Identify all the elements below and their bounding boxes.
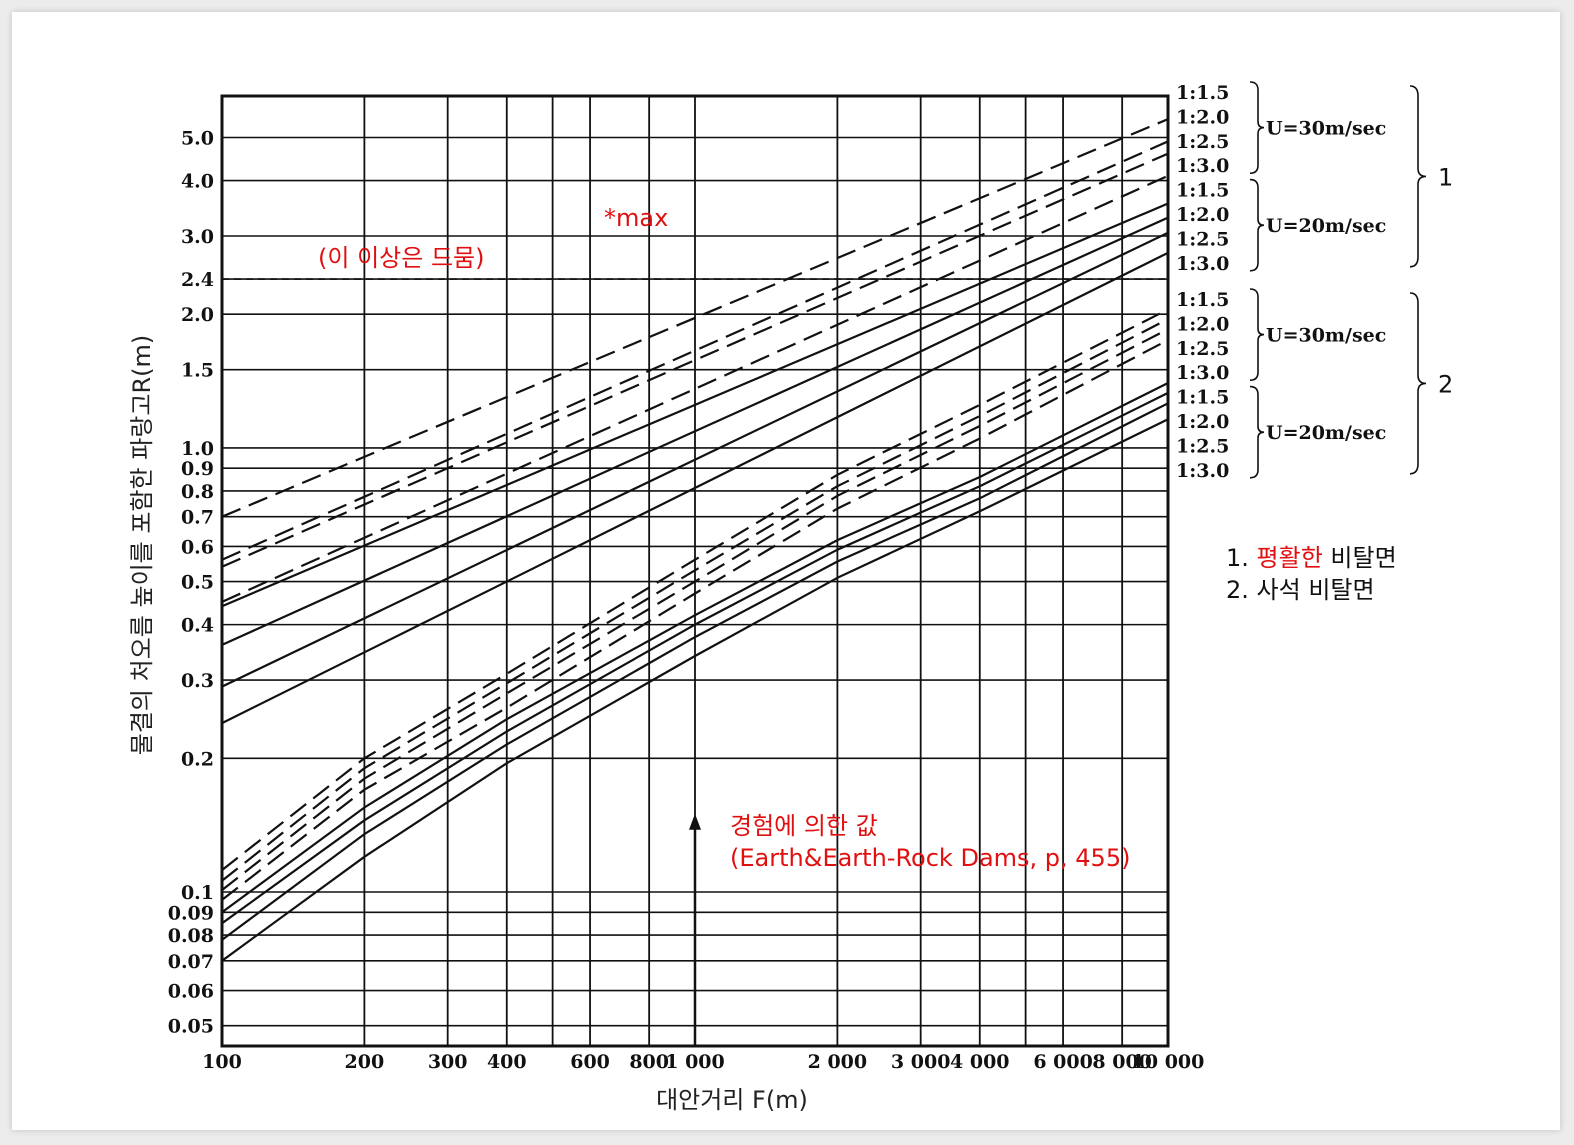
legend-slope-label: 1:2.0 (1176, 411, 1229, 433)
y-tick-label: 1.5 (181, 360, 214, 382)
series-line (221, 308, 1169, 871)
arrow-head (689, 813, 701, 830)
rare-note-annotation: (이 이상은 드뭄) (318, 244, 484, 272)
y-tick-label: 2.4 (181, 269, 214, 291)
legend-slope-brace (1249, 385, 1265, 479)
y-tick-label: 1.0 (181, 438, 214, 460)
series-line (221, 231, 1169, 688)
legend-slope-label: 1:2.5 (1176, 338, 1229, 360)
legend-slope-label: 1:2.0 (1176, 106, 1229, 128)
x-axis-title: 대안거리 F(m) (656, 1086, 808, 1114)
series-line (221, 402, 1169, 941)
x-tick-label: 800 (629, 1051, 669, 1073)
x-tick-label: 1 000 (665, 1051, 725, 1073)
y-tick-label: 0.8 (181, 481, 214, 503)
legend-slope-label: 1:3.0 (1176, 362, 1229, 384)
legend-slope-label: 1:3.0 (1176, 460, 1229, 482)
y-tick-label: 0.1 (181, 882, 214, 904)
y-tick-label: 0.5 (181, 572, 214, 594)
series-line (221, 202, 1169, 608)
y-tick-label: 3.0 (181, 226, 214, 248)
x-tick-label: 2 000 (808, 1051, 868, 1073)
x-tick-label: 10 000 (1132, 1051, 1205, 1073)
x-tick-label: 4 000 (950, 1051, 1010, 1073)
legend-slope-label: 1:1.5 (1176, 387, 1229, 409)
y-axis-title: 물결의 처오름 높이를 포함한 파랑고R(m) (128, 335, 156, 756)
legend-slope-label: 1:3.0 (1176, 155, 1229, 177)
series-line (221, 152, 1169, 568)
note-2-prefix: 2. (1226, 576, 1257, 604)
legend: 1:1.51:2.01:2.51:3.0U=30m/sec1:1.51:2.01… (1176, 81, 1453, 482)
y-tick-label: 0.6 (181, 536, 214, 558)
series-line (221, 251, 1169, 725)
series-line (221, 418, 1169, 962)
series-line (221, 318, 1169, 882)
y-tick-labels: 0.05 0.06 0.07 0.080.090.1 0.2 0.3 0.4 0.5 0.6 0.… (168, 127, 214, 1037)
legend-group-label: 2 (1438, 370, 1453, 398)
note-2: 2. 사석 비탈면 (1226, 576, 1375, 604)
note-1-highlight: 평활한 (1257, 544, 1323, 572)
legend-wind-label: U=20m/sec (1266, 215, 1386, 237)
y-tick-label: 0.3 (181, 670, 214, 692)
legend-group-brace (1409, 85, 1427, 268)
y-tick-label: 2.0 (181, 304, 214, 326)
legend-wind-label: U=20m/sec (1266, 422, 1386, 444)
legend-slope-label: 1:1.5 (1176, 82, 1229, 104)
y-tick-label: 0.7 (181, 507, 214, 529)
y-tick-label: 5.0 (181, 127, 214, 149)
legend-wind-label: U=30m/sec (1266, 325, 1386, 347)
empirical-annotation-line2: (Earth&Earth-Rock Dams, p, 455) (730, 844, 1130, 872)
y-tick-label: 0.2 (181, 748, 214, 770)
y-tick-label: 0.07 (168, 951, 214, 973)
x-tick-label: 3 000 (891, 1051, 951, 1073)
legend-slope-label: 1:3.0 (1176, 253, 1229, 275)
x-tick-label: 600 (570, 1051, 610, 1073)
x-tick-label: 100 (202, 1051, 242, 1073)
note-1-prefix: 1. (1226, 544, 1257, 572)
y-tick-label: 0.05 (168, 1016, 214, 1038)
grid-lines (221, 96, 1169, 1046)
legend-slope-brace (1249, 178, 1265, 272)
y-tick-label: 0.9 (181, 458, 214, 480)
legend-slope-label: 1:2.5 (1176, 131, 1229, 153)
x-tick-label: 6 000 (1033, 1051, 1093, 1073)
legend-group-label: 1 (1438, 163, 1453, 191)
note-1: 1. 평활한 비탈면 (1226, 544, 1397, 572)
legend-slope-label: 1:2.5 (1176, 228, 1229, 250)
legend-slope-brace (1249, 81, 1265, 174)
legend-slope-label: 1:2.0 (1176, 313, 1229, 335)
chart-card (12, 12, 1560, 1130)
legend-slope-label: 1:2.0 (1176, 204, 1229, 226)
series-line (221, 328, 1169, 891)
legend-slope-label: 1:2.5 (1176, 435, 1229, 457)
legend-slope-label: 1:1.5 (1176, 180, 1229, 202)
y-tick-label: 0.09 (168, 902, 214, 924)
x-tick-label: 200 (345, 1051, 385, 1073)
legend-slope-brace (1249, 288, 1265, 381)
empirical-arrow (689, 813, 701, 1046)
y-tick-label: 0.08 (168, 925, 214, 947)
series-line (221, 216, 1169, 646)
empirical-annotation-line1: 경험에 의한 값 (730, 812, 878, 840)
series-line (221, 118, 1169, 518)
x-tick-label: 300 (428, 1051, 468, 1073)
legend-wind-label: U=30m/sec (1266, 118, 1386, 140)
legend-slope-label: 1:1.5 (1176, 289, 1229, 311)
series-line (221, 339, 1169, 901)
y-tick-label: 0.06 (168, 981, 214, 1003)
series-line (221, 382, 1169, 914)
series-lines (221, 118, 1169, 962)
note-1-suffix: 비탈면 (1323, 544, 1397, 572)
x-tick-label: 8 000 (1092, 1051, 1152, 1073)
y-tick-label: 4.0 (181, 171, 214, 193)
legend-group-brace (1409, 292, 1427, 475)
note-2-text: 사석 비탈면 (1257, 576, 1375, 604)
y-tick-label: 0.4 (181, 615, 214, 637)
max-annotation: *max (604, 204, 668, 232)
x-tick-label: 400 (487, 1051, 527, 1073)
series-line (221, 391, 1169, 925)
